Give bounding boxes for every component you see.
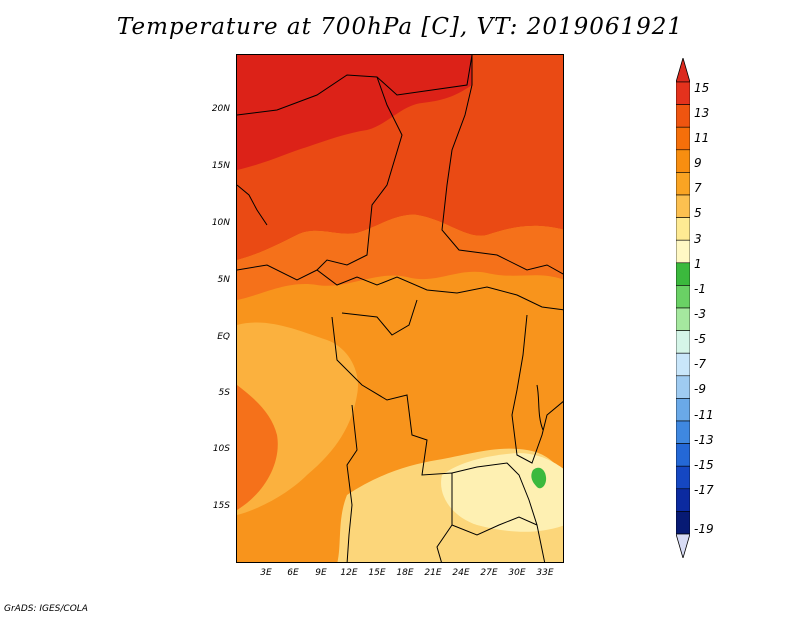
colorbar-swatch xyxy=(675,330,691,354)
colorbar xyxy=(675,56,691,562)
colorbar-swatch xyxy=(675,262,691,286)
colorbar-label: 9 xyxy=(694,156,702,170)
colorbar-label: -13 xyxy=(694,433,714,447)
colorbar-top-arrow xyxy=(675,56,691,83)
colorbar-label: -1 xyxy=(694,282,706,296)
colorbar-label: -3 xyxy=(694,307,706,321)
lon-label: 6E xyxy=(287,568,299,578)
border-car xyxy=(237,264,563,311)
colorbar-swatch xyxy=(675,398,691,422)
field-9-11 xyxy=(237,214,563,300)
colorbar-label: 1 xyxy=(694,257,702,271)
colorbar-swatch xyxy=(675,443,691,467)
border-east xyxy=(511,314,563,464)
colorbar-label: 5 xyxy=(694,206,702,220)
colorbar-label: -11 xyxy=(694,408,714,422)
border-sudan xyxy=(441,55,563,275)
colorbar-swatch xyxy=(675,285,691,309)
border-westafrica xyxy=(237,184,268,226)
colorbar-label: -15 xyxy=(694,458,714,472)
colorbar-bottom-arrow xyxy=(675,533,691,560)
colorbar-label: -19 xyxy=(694,522,714,536)
lon-label: 21E xyxy=(424,568,442,578)
colorbar-swatch xyxy=(675,172,691,196)
temperature-map xyxy=(236,54,564,563)
map-title: Temperature at 700hPa [C], VT: 201906192… xyxy=(116,14,684,40)
lon-label: 12E xyxy=(340,568,358,578)
border-drc-west xyxy=(331,316,453,562)
colorbar-swatch xyxy=(675,375,691,399)
colorbar-label: -7 xyxy=(694,357,706,371)
colorbar-label: -9 xyxy=(694,382,706,396)
lat-label: 15N xyxy=(211,161,230,171)
lake-tanganyika xyxy=(536,384,544,431)
colorbar-svg xyxy=(675,56,691,560)
colorbar-swatch xyxy=(675,194,691,218)
lat-label: 10N xyxy=(211,218,230,228)
colorbar-label: -17 xyxy=(694,483,714,497)
field-9-11-ocean xyxy=(237,385,278,510)
colorbar-swatch xyxy=(675,126,691,151)
lon-label: 18E xyxy=(396,568,414,578)
lat-label: 5N xyxy=(217,275,230,285)
lon-label: 15E xyxy=(368,568,386,578)
colorbar-swatch xyxy=(675,307,691,331)
colorbar-swatch xyxy=(675,352,691,377)
lon-label: 3E xyxy=(260,568,272,578)
colorbar-swatch xyxy=(675,104,691,128)
lon-label: 33E xyxy=(536,568,554,578)
border-zambezi xyxy=(451,516,538,536)
lat-label: 20N xyxy=(211,104,230,114)
colorbar-label: -5 xyxy=(694,332,706,346)
colorbar-swatch xyxy=(675,488,691,512)
colorbar-label: 15 xyxy=(694,81,710,95)
colorbar-swatch xyxy=(675,239,691,264)
lon-label: 30E xyxy=(508,568,526,578)
colorbar-swatch xyxy=(675,149,691,173)
map-svg xyxy=(237,55,563,562)
field-1-3 xyxy=(531,467,547,489)
border-north xyxy=(237,55,473,116)
lat-label: EQ xyxy=(217,332,230,342)
colorbar-label: 11 xyxy=(694,131,710,145)
lon-label: 24E xyxy=(452,568,470,578)
country-borders xyxy=(237,55,563,562)
colorbar-swatch xyxy=(675,217,691,241)
colorbar-swatch xyxy=(675,420,691,444)
lat-label: 5S xyxy=(218,388,230,398)
border-chad-niger xyxy=(316,76,403,271)
colorbar-swatch xyxy=(675,465,691,490)
colorbar-label: 7 xyxy=(694,181,702,195)
colorbar-label: 3 xyxy=(694,232,702,246)
border-congo xyxy=(341,299,418,336)
field-13-15 xyxy=(237,55,472,170)
border-angola xyxy=(346,404,358,562)
lon-label: 27E xyxy=(480,568,498,578)
colorbar-label: 13 xyxy=(694,106,710,120)
lon-label: 9E xyxy=(315,568,327,578)
credit-text: GrADS: IGES/COLA xyxy=(4,604,88,614)
colorbar-swatch xyxy=(675,81,691,105)
lat-label: 15S xyxy=(212,501,230,511)
colorbar-swatch xyxy=(675,511,691,535)
lat-label: 10S xyxy=(212,444,230,454)
